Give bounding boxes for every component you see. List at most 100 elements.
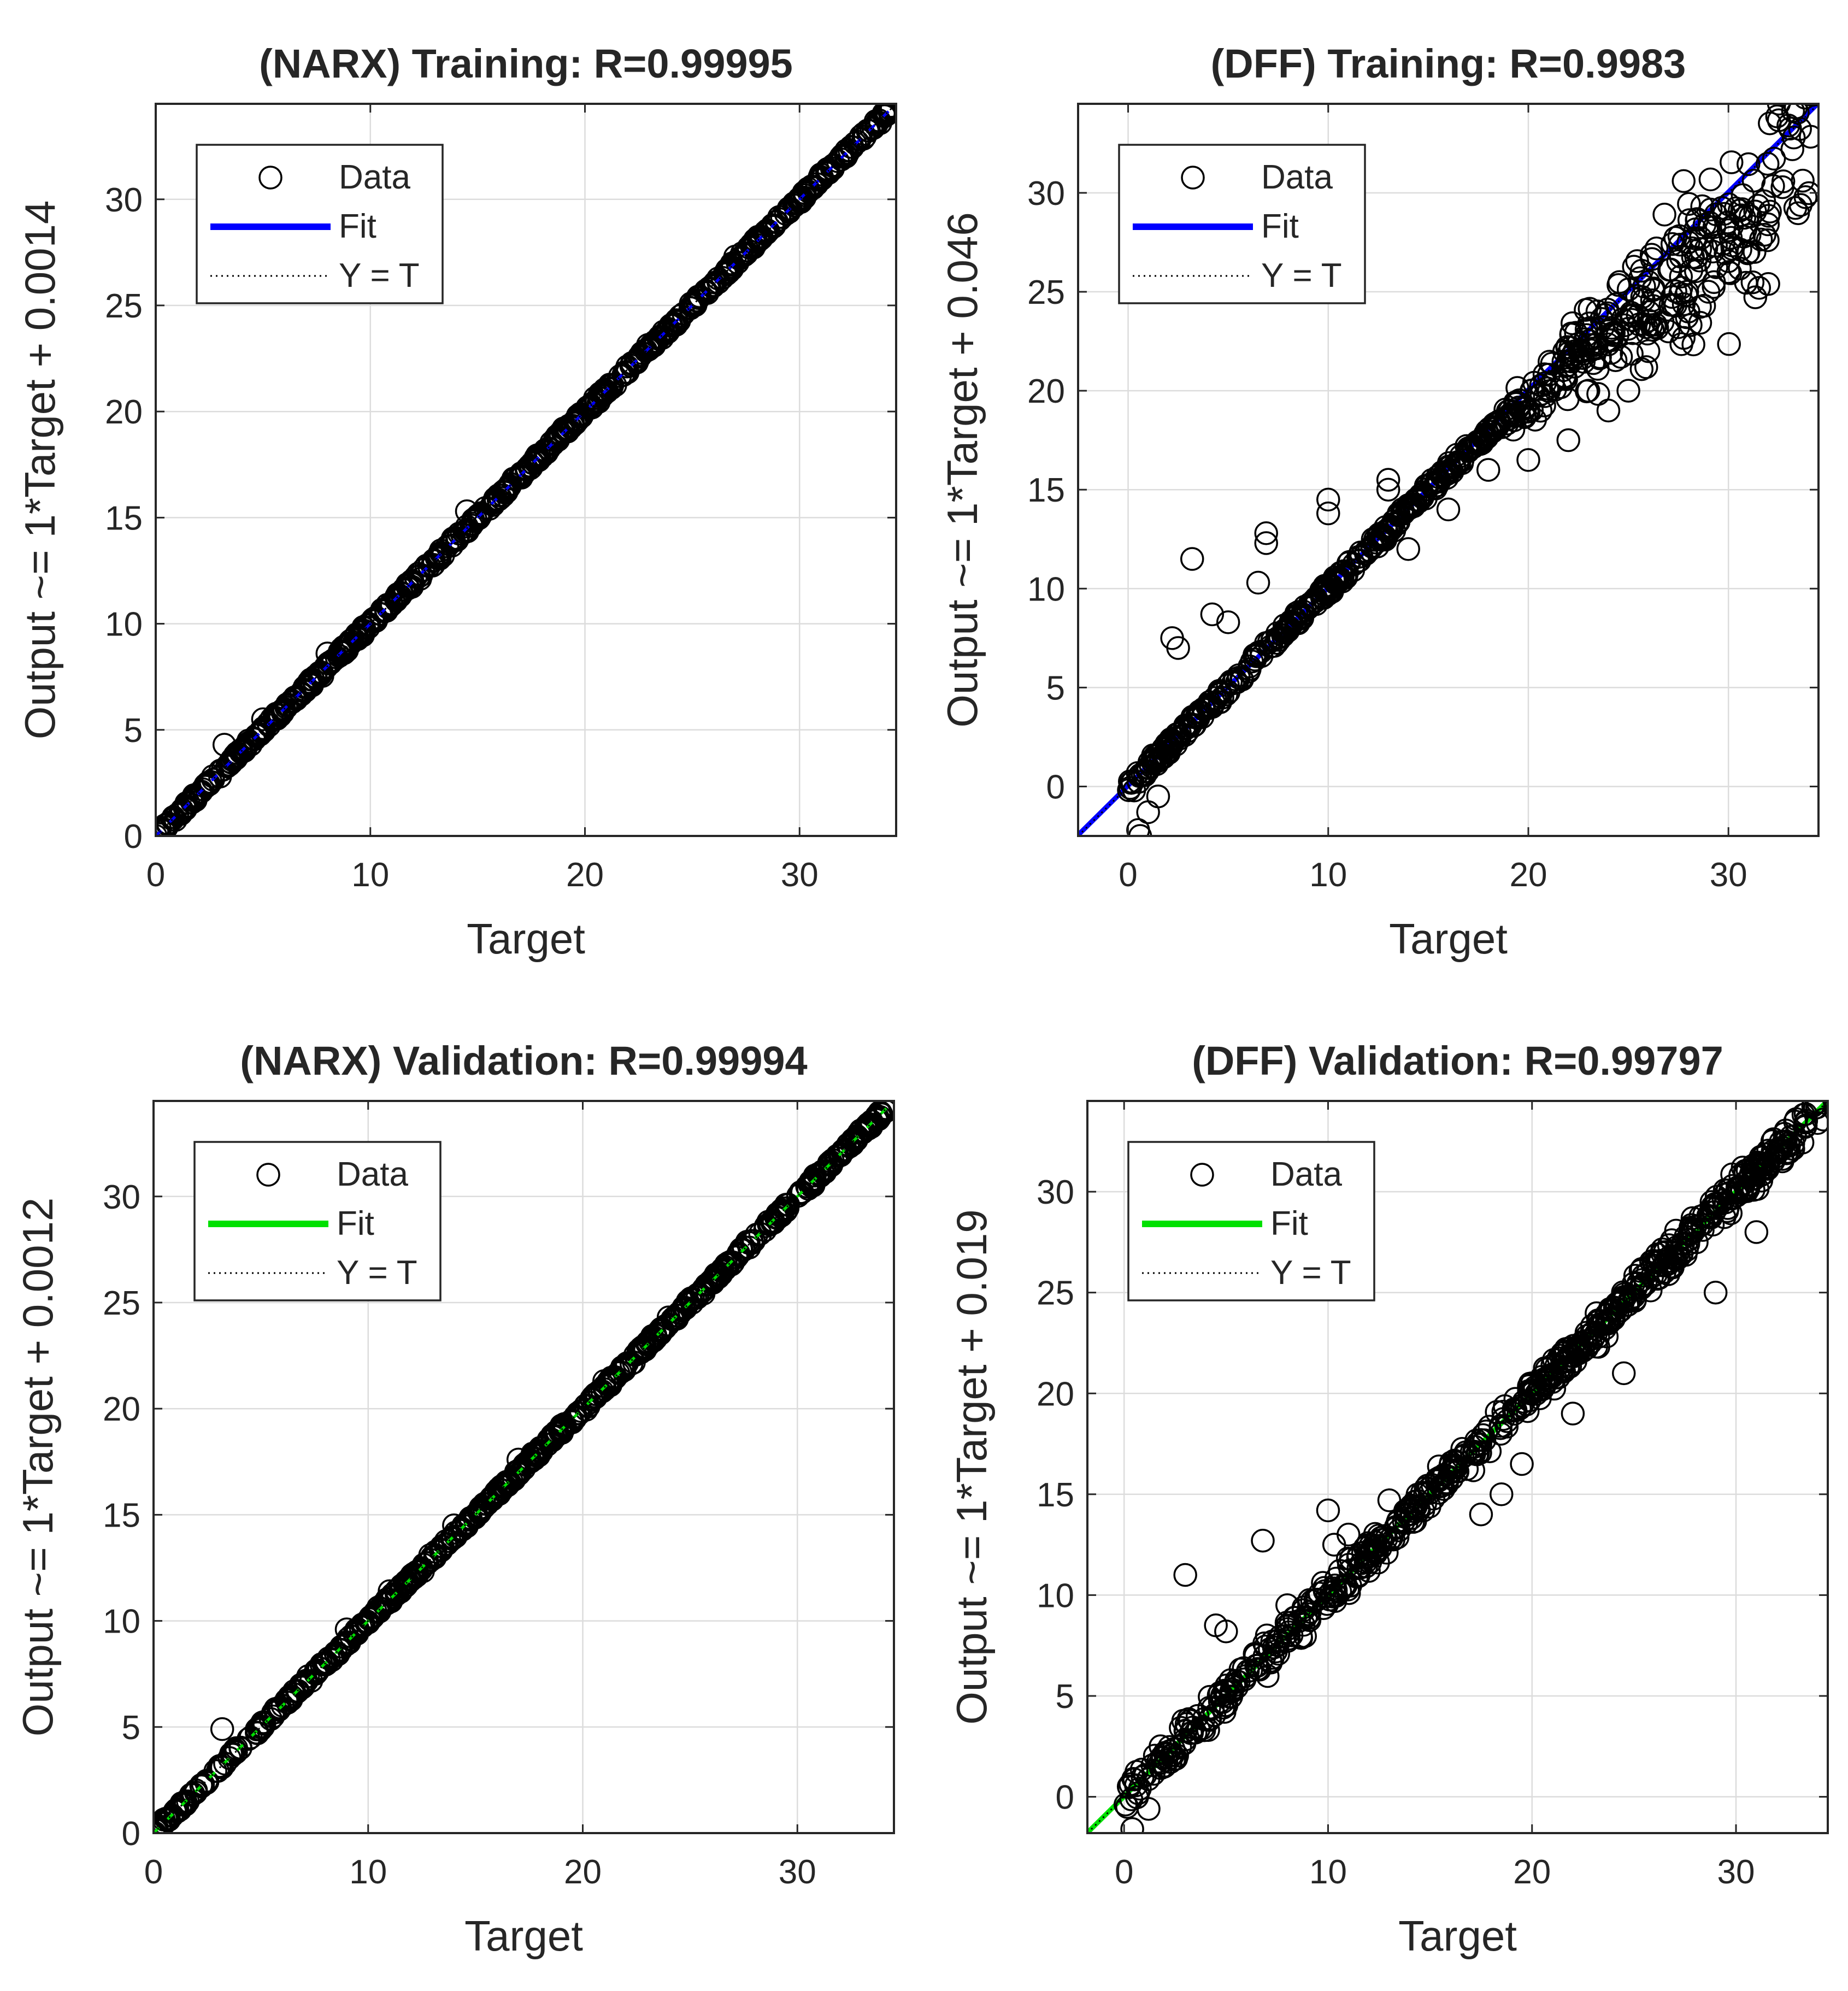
- legend-label: Fit: [337, 1205, 374, 1242]
- data-point: [455, 519, 480, 543]
- data-point: [1354, 539, 1379, 563]
- data-point: [802, 1173, 826, 1198]
- data-point: [1771, 104, 1787, 107]
- data-point: [1774, 1134, 1798, 1158]
- data-point: [592, 381, 616, 405]
- data-point: [1476, 458, 1500, 482]
- data-point: [1524, 1382, 1549, 1406]
- data-point: [349, 623, 374, 647]
- data-point: [723, 244, 748, 269]
- data-point: [251, 707, 275, 732]
- data-point: [182, 788, 207, 812]
- data-point: [1291, 1613, 1316, 1637]
- data-point: [364, 608, 388, 632]
- data-point: [1561, 1338, 1585, 1362]
- data-point: [1214, 1673, 1239, 1698]
- data-point: [1767, 104, 1791, 116]
- x-tick-label: 0: [1119, 856, 1137, 894]
- data-point: [1337, 550, 1362, 574]
- legend-label: Fit: [339, 208, 376, 245]
- data-point: [707, 1263, 731, 1288]
- data-point: [1642, 1250, 1667, 1275]
- data-point: [275, 692, 299, 716]
- data-point: [1181, 1716, 1205, 1740]
- y-tick-label: 30: [1037, 1174, 1074, 1211]
- y-tick-label: 5: [1046, 669, 1065, 707]
- data-point: [1636, 339, 1661, 363]
- data-point: [1640, 1264, 1664, 1288]
- data-point: [1537, 379, 1561, 403]
- data-point: [1126, 761, 1150, 785]
- y-tick-label: 15: [1027, 472, 1065, 509]
- y-tick-label: 15: [103, 1497, 140, 1534]
- x-tick-label: 10: [1309, 856, 1347, 894]
- data-point: [1450, 451, 1474, 475]
- data-point: [280, 688, 304, 713]
- data-point: [1435, 1472, 1459, 1496]
- y-axis-label: Output ~= 1*Target + 0.0012: [14, 1198, 62, 1737]
- data-point: [165, 803, 190, 827]
- data-point: [1799, 125, 1818, 149]
- data-point: [1128, 763, 1152, 787]
- data-point: [1737, 240, 1761, 264]
- data-point: [1730, 197, 1755, 221]
- data-point: [1516, 448, 1540, 472]
- y-tick-label: 30: [103, 1179, 140, 1216]
- data-point: [376, 596, 400, 620]
- data-point: [1611, 1280, 1635, 1304]
- data-point: [1740, 270, 1765, 294]
- data-point: [1367, 522, 1391, 546]
- legend-label: Data: [339, 158, 410, 196]
- data-point: [1797, 181, 1818, 205]
- chart-title: (NARX) Validation: R=0.99994: [240, 1038, 807, 1083]
- data-point: [327, 644, 351, 668]
- data-point: [248, 1715, 272, 1739]
- data-point: [1716, 260, 1740, 284]
- data-point: [451, 1513, 475, 1538]
- data-point: [1275, 1593, 1299, 1617]
- y-tick-label: 0: [124, 818, 143, 856]
- fit-line: [154, 1104, 891, 1833]
- axes-box: [155, 103, 897, 837]
- data-point: [1516, 399, 1541, 424]
- data-point: [1316, 582, 1340, 606]
- data-point: [1658, 293, 1682, 317]
- data-point: [1540, 1353, 1564, 1377]
- identity-line: [1078, 104, 1818, 836]
- data-point: [1436, 497, 1461, 522]
- data-point: [316, 1646, 341, 1670]
- data-point: [1152, 1754, 1176, 1779]
- data-point: [1696, 280, 1721, 304]
- data-point: [1737, 152, 1761, 176]
- data-point: [517, 454, 542, 479]
- data-point: [1166, 636, 1190, 660]
- y-tick-label: 10: [105, 606, 143, 644]
- x-tick-label: 10: [349, 1853, 387, 1891]
- data-point: [1676, 299, 1700, 324]
- data-point: [802, 1167, 826, 1191]
- data-point: [1345, 1565, 1369, 1589]
- data-point: [1698, 167, 1723, 192]
- data-point: [1803, 22, 1825, 44]
- legend-data-marker: [258, 166, 283, 190]
- data-point: [1431, 464, 1455, 489]
- data-point: [1413, 1492, 1437, 1516]
- data-point: [1373, 527, 1398, 552]
- data-point: [1478, 1439, 1502, 1463]
- x-tick-label: 20: [566, 856, 604, 894]
- data-point: [1122, 1768, 1146, 1792]
- data-point: [1370, 524, 1394, 548]
- data-point: [1606, 1290, 1631, 1315]
- data-point: [299, 1669, 323, 1693]
- data-point: [1443, 1455, 1467, 1480]
- legend-label: Y = T: [339, 257, 420, 294]
- data-point: [1495, 1409, 1519, 1433]
- data-point: [190, 1774, 214, 1799]
- data-point: [1510, 1452, 1534, 1476]
- data-point: [1254, 521, 1278, 545]
- data-point: [1501, 400, 1526, 424]
- data-point: [1640, 247, 1664, 271]
- data-point: [1684, 259, 1708, 284]
- x-tick-label: 0: [146, 856, 165, 894]
- fit-line: [156, 107, 893, 836]
